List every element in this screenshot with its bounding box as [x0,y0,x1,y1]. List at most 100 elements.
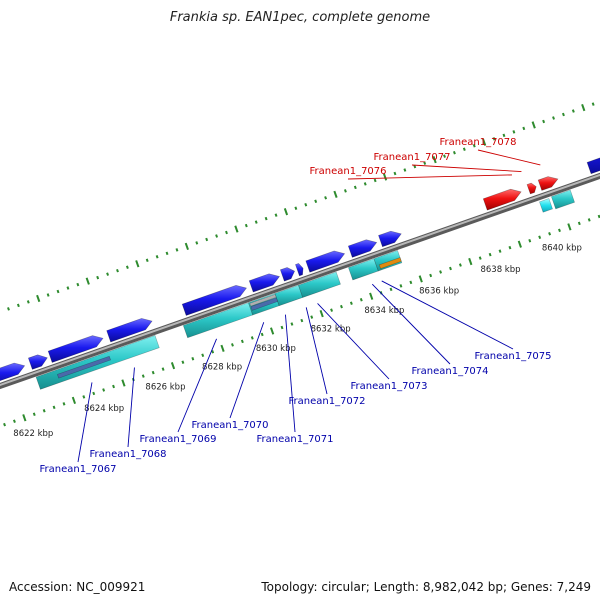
gene-label[interactable]: Franean1_7072 [288,396,365,407]
lower-scale-tick [220,344,225,352]
upper-scale-tick [502,133,506,138]
genome-summary: Topology: circular; Length: 8,982,042 bp… [261,580,591,594]
lower-scale-tick [468,257,473,266]
upper-scale-tick [36,294,41,303]
upper-scale-tick [373,178,377,183]
upper-scale-tick [393,171,397,176]
gene-forward-arrow[interactable] [378,230,402,248]
upper-scale-tick [462,147,466,151]
lower-scale-tick [161,367,165,371]
gene-leader-line [285,314,296,433]
upper-scale-tick [116,268,119,273]
lower-scale-tick [260,332,264,337]
upper-scale-tick [581,103,586,112]
gene-reverse-box[interactable] [539,198,553,213]
lower-scale-tick [22,414,27,422]
gene-leader-line [411,164,522,173]
gene-forward-arrow[interactable] [0,362,26,385]
lower-scale-tick [102,388,106,392]
lower-scale-tick [62,402,66,406]
gene-domain-overlay[interactable] [249,294,277,307]
lower-scale-tick [538,235,542,240]
gene-label[interactable]: Franean1_7078 [439,137,516,148]
upper-scale-tick [413,164,417,169]
gene-highlight-arrow[interactable] [537,176,559,191]
gene-label[interactable]: Franean1_7070 [191,420,268,431]
gene-forward-arrow[interactable] [27,354,48,370]
gene-forward-arrow[interactable] [347,239,378,258]
gene-leader-line [317,303,390,380]
upper-scale-tick [294,206,298,210]
lower-scale-tick [340,304,343,309]
gene-forward-arrow[interactable] [586,129,600,175]
lower-scale-tick [587,218,591,222]
gene-forward-arrow[interactable] [248,273,281,293]
lower-scale-tick [92,391,96,396]
scale-label: 8640 kbp [542,244,582,254]
lower-scale-tick [389,287,393,292]
scale-label: 8630 kbp [256,344,296,354]
gene-forward-arrow[interactable] [279,267,296,282]
upper-scale-tick [512,130,516,134]
lower-scale-tick [112,384,115,389]
lower-scale-tick [170,362,176,370]
lower-scale-tick [319,309,324,318]
lower-scale-tick [191,356,195,361]
scale-label: 8628 kbp [202,363,242,373]
gene-label[interactable]: Franean1_7076 [309,166,386,177]
lower-scale-tick [32,412,36,417]
upper-scale-tick [244,223,248,228]
upper-scale-tick [125,265,129,269]
lower-scale-tick [121,379,126,387]
gene-label[interactable]: Franean1_7067 [39,464,116,475]
upper-scale-tick [254,220,258,224]
upper-scale-tick [403,168,407,172]
lower-scale-tick [567,223,572,231]
gene-leader-line [177,338,217,433]
lower-scale-tick [201,353,205,358]
gene-forward-arrow[interactable] [106,318,153,343]
upper-scale-tick [66,286,70,290]
lower-scale-tick [488,252,492,257]
gene-reverse-box[interactable] [551,189,575,210]
gene-domain-overlay[interactable] [57,355,111,379]
gene-label[interactable]: Franean1_7068 [89,449,166,460]
gene-highlight-arrow[interactable] [482,188,522,211]
upper-scale-tick [432,156,437,164]
gene-label[interactable]: Franean1_7071 [256,434,333,445]
upper-scale-tick [274,213,278,217]
lower-scale-tick [517,240,522,248]
gene-leader-line [381,280,514,350]
lower-scale-tick [231,343,234,347]
lower-scale-tick [181,360,185,364]
gene-leader-line [371,283,451,365]
gene-domain-overlay[interactable] [250,297,279,311]
gene-forward-arrow[interactable] [181,285,247,316]
upper-scale-tick [283,208,289,216]
upper-scale-tick [76,282,80,287]
upper-scale-tick [225,230,228,235]
upper-scale-tick [106,272,110,276]
gene-label[interactable]: Franean1_7069 [139,434,216,445]
gene-label[interactable]: Franean1_7073 [350,381,427,392]
lower-scale-tick [82,395,86,399]
gene-reverse-box[interactable] [298,271,341,298]
upper-scale-tick [135,260,140,268]
lower-scale-tick [597,214,600,219]
lower-scale-tick [548,232,552,236]
gene-label[interactable]: Franean1_7074 [411,366,488,377]
gene-label[interactable]: Franean1_7077 [373,152,450,163]
gene-leader-line [305,307,328,395]
upper-scale-tick [46,293,50,297]
lower-scale-tick [300,318,304,323]
gene-forward-arrow[interactable] [295,263,304,277]
upper-scale-tick [382,173,388,181]
upper-scale-tick [165,251,169,256]
upper-scale-tick [522,126,526,131]
gene-domain-overlay[interactable] [378,257,402,269]
gene-forward-arrow[interactable] [305,250,346,273]
gene-highlight-arrow[interactable] [526,182,537,195]
gene-forward-arrow[interactable] [47,335,104,363]
upper-scale-tick [96,275,100,280]
gene-label[interactable]: Franean1_7075 [474,351,551,362]
